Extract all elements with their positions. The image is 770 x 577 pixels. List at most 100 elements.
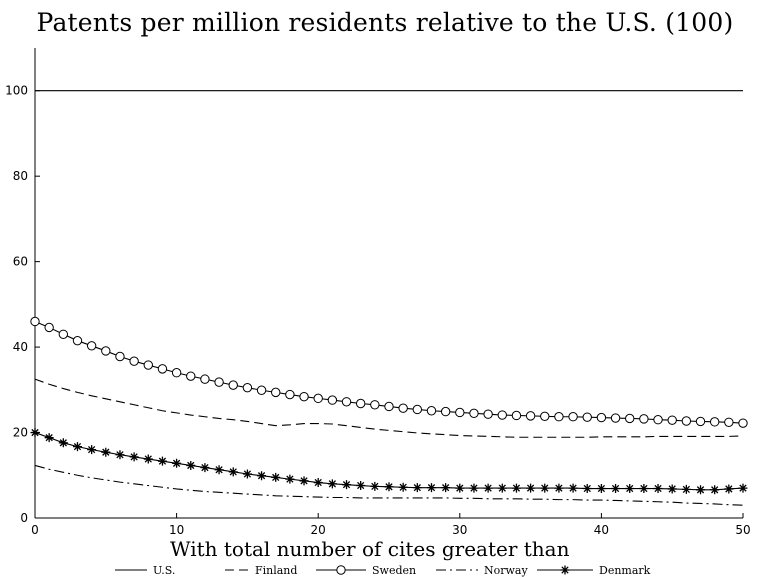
point-sweden-4 — [86, 341, 97, 351]
x-tick-label-30: 30 — [452, 523, 467, 537]
point-sweden-49 — [724, 417, 734, 427]
y-tick-label-0: 0 — [20, 511, 28, 525]
chart-title: Patents per million residents relative t… — [36, 8, 734, 37]
point-sweden-28 — [426, 406, 437, 416]
point-denmark-12 — [200, 463, 210, 473]
point-sweden-6 — [115, 351, 125, 362]
point-sweden-42 — [625, 413, 635, 424]
point-sweden-18 — [285, 389, 295, 400]
point-denmark-4 — [87, 445, 97, 455]
point-denmark-7 — [129, 452, 139, 462]
y-tick-label-40: 40 — [13, 340, 28, 354]
point-sweden-0 — [30, 316, 40, 327]
point-sweden-48 — [709, 417, 720, 427]
point-denmark-28 — [426, 483, 436, 493]
point-sweden-2 — [58, 329, 69, 339]
point-denmark-19 — [299, 476, 309, 486]
y-tick-label-80: 80 — [13, 169, 28, 183]
point-denmark-37 — [554, 483, 564, 493]
legend-entry-denmark: Denmark — [537, 564, 651, 577]
series-sweden — [30, 316, 748, 428]
point-denmark-36 — [540, 483, 550, 493]
point-denmark-34 — [511, 483, 521, 493]
series-layer — [30, 90, 748, 506]
point-sweden-5 — [101, 346, 111, 356]
point-denmark-21 — [327, 479, 337, 489]
series-finland — [34, 378, 744, 438]
point-sweden-33 — [497, 410, 507, 420]
point-sweden-10 — [171, 368, 182, 378]
point-denmark-31 — [469, 483, 479, 493]
point-sweden-29 — [440, 406, 451, 417]
x-tick-label-50: 50 — [735, 523, 750, 537]
point-denmark-9 — [157, 456, 167, 466]
x-tick-label-0: 0 — [31, 523, 39, 537]
y-tick-label-100: 100 — [5, 84, 28, 98]
point-sweden-17 — [271, 387, 281, 398]
legend-marker-denmark — [560, 565, 570, 575]
point-denmark-39 — [582, 484, 592, 494]
point-denmark-18 — [285, 474, 295, 484]
point-denmark-35 — [526, 483, 536, 493]
point-sweden-35 — [525, 411, 536, 421]
point-denmark-41 — [611, 484, 621, 494]
point-sweden-9 — [157, 364, 168, 374]
legend-entry-sweden: Sweden — [316, 564, 416, 577]
point-denmark-8 — [143, 454, 153, 464]
point-sweden-23 — [355, 398, 366, 409]
point-denmark-2 — [58, 438, 68, 448]
legend-label-us: U.S. — [153, 564, 175, 577]
legend-label-finland: Finland — [255, 564, 297, 577]
series-line-denmark — [34, 432, 744, 491]
point-sweden-50 — [738, 418, 748, 428]
point-denmark-38 — [568, 483, 578, 493]
point-denmark-50 — [738, 483, 748, 493]
point-sweden-27 — [412, 404, 423, 415]
point-denmark-25 — [384, 482, 394, 492]
point-denmark-10 — [172, 458, 182, 468]
point-sweden-30 — [455, 407, 465, 418]
legend-label-norway: Norway — [484, 564, 528, 577]
point-sweden-15 — [242, 382, 253, 393]
legend-label-denmark: Denmark — [599, 564, 651, 577]
point-denmark-16 — [257, 471, 267, 481]
point-denmark-17 — [271, 472, 281, 482]
point-sweden-32 — [483, 409, 493, 419]
point-sweden-44 — [653, 415, 663, 425]
point-denmark-42 — [625, 484, 635, 494]
point-denmark-22 — [342, 480, 352, 490]
point-denmark-47 — [696, 485, 706, 495]
series-line-finland — [34, 378, 744, 438]
point-sweden-19 — [299, 391, 309, 402]
point-denmark-26 — [398, 482, 408, 492]
point-denmark-13 — [214, 465, 224, 475]
point-sweden-38 — [568, 412, 578, 422]
point-denmark-27 — [412, 483, 422, 493]
point-sweden-14 — [228, 380, 238, 390]
point-denmark-46 — [681, 484, 691, 494]
x-tick-label-10: 10 — [169, 523, 184, 537]
point-denmark-33 — [497, 483, 507, 493]
point-sweden-3 — [72, 335, 83, 346]
point-denmark-49 — [724, 484, 734, 494]
point-sweden-36 — [540, 411, 550, 422]
point-denmark-6 — [115, 450, 125, 460]
point-sweden-8 — [143, 360, 153, 370]
series-denmark — [30, 428, 748, 495]
point-sweden-43 — [639, 414, 649, 424]
point-sweden-20 — [313, 393, 323, 404]
point-denmark-30 — [455, 483, 465, 493]
point-denmark-45 — [667, 484, 677, 494]
legend-entry-norway: Norway — [436, 564, 528, 577]
y-tick-label-60: 60 — [13, 255, 28, 269]
point-denmark-44 — [653, 484, 663, 494]
point-sweden-46 — [681, 416, 692, 426]
point-denmark-32 — [483, 483, 493, 493]
point-sweden-41 — [610, 413, 621, 423]
point-sweden-12 — [200, 374, 210, 384]
point-sweden-40 — [596, 412, 607, 423]
point-sweden-25 — [384, 401, 394, 412]
point-sweden-26 — [398, 403, 408, 413]
axes: 0 20 40 60 80 100 0 10 20 30 40 50 — [5, 48, 751, 537]
point-sweden-39 — [582, 412, 592, 422]
